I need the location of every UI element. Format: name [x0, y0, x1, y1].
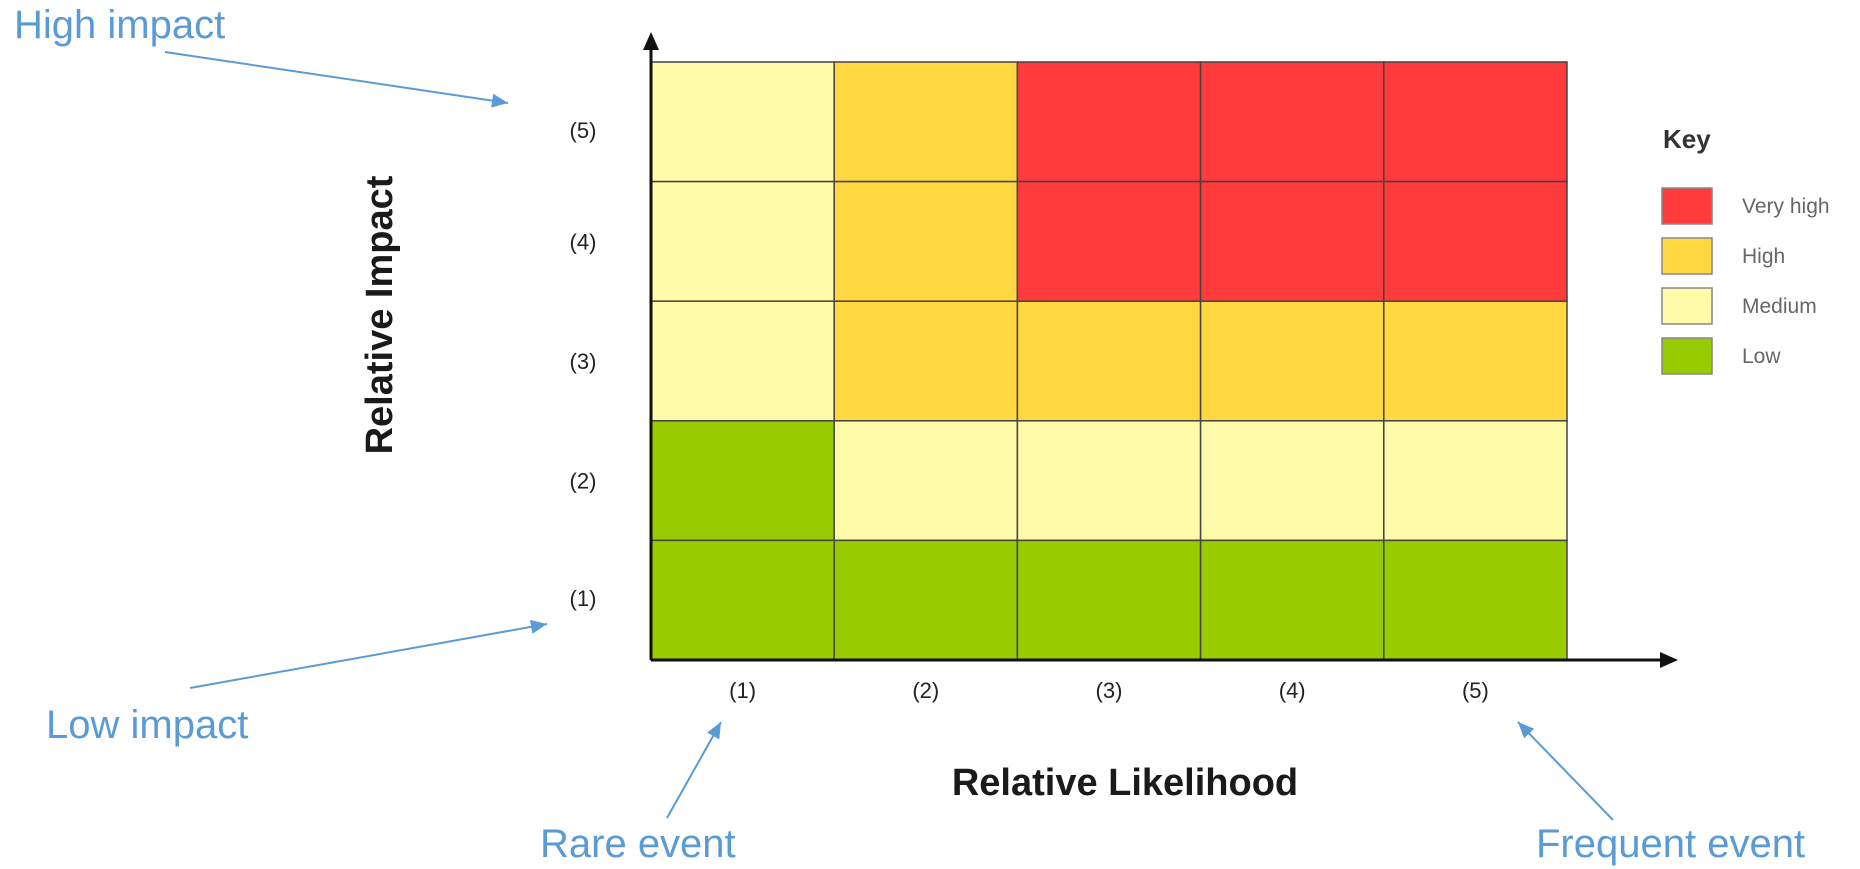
matrix-cell	[651, 421, 834, 541]
rare-event-arrow	[667, 722, 721, 818]
matrix-cell	[1201, 301, 1384, 421]
matrix-cell	[651, 301, 834, 421]
matrix-cell	[1201, 62, 1384, 182]
matrix-cell	[834, 540, 1017, 660]
high-impact-arrow	[165, 52, 508, 103]
matrix-cell	[834, 421, 1017, 541]
x-tick-label: (4)	[1279, 678, 1306, 703]
low-impact-label: Low impact	[46, 703, 248, 747]
legend-item-label: Medium	[1742, 295, 1817, 318]
rare-event-label: Rare event	[540, 822, 736, 866]
y-tick-label: (3)	[570, 349, 597, 374]
matrix-cell	[1384, 182, 1567, 302]
x-tick-label: (2)	[912, 678, 939, 703]
x-axis-arrowhead	[1660, 652, 1678, 668]
legend-swatch	[1662, 338, 1712, 374]
matrix-cell	[651, 540, 834, 660]
matrix-cell	[1384, 301, 1567, 421]
y-axis-title: Relative Impact	[359, 175, 401, 454]
legend-swatch	[1662, 288, 1712, 324]
matrix-cell	[1017, 182, 1200, 302]
matrix-cell	[834, 182, 1017, 302]
x-axis-title: Relative Likelihood	[952, 762, 1298, 804]
legend-title: Key	[1663, 124, 1711, 154]
y-tick-label: (2)	[570, 469, 597, 494]
matrix-cell	[1384, 540, 1567, 660]
matrix-cell	[651, 182, 834, 302]
matrix-cell	[1384, 421, 1567, 541]
legend-item-label: High	[1742, 245, 1785, 268]
y-axis-arrowhead	[643, 32, 659, 50]
legend-item-label: Low	[1742, 345, 1781, 368]
matrix-cell	[651, 62, 834, 182]
matrix-cell	[1017, 421, 1200, 541]
rare-event-arrow-head	[707, 722, 721, 739]
y-tick-label: (1)	[570, 586, 597, 611]
x-tick-label: (1)	[729, 678, 756, 703]
matrix-cell	[1017, 301, 1200, 421]
x-tick-label: (5)	[1462, 678, 1489, 703]
matrix-cell	[834, 62, 1017, 182]
matrix-cell	[1201, 540, 1384, 660]
matrix-cell	[1201, 421, 1384, 541]
legend-item-label: Very high	[1742, 195, 1830, 218]
matrix-cell	[1201, 182, 1384, 302]
y-tick-label: (5)	[570, 118, 597, 143]
legend: Key Very high High Medium Low	[1662, 124, 1830, 374]
matrix-cell	[1384, 62, 1567, 182]
frequent-event-label: Frequent event	[1536, 822, 1805, 866]
low-impact-arrow	[190, 624, 547, 688]
high-impact-arrow-head	[491, 94, 508, 108]
frequent-event-arrow	[1518, 722, 1613, 820]
matrix-cell	[834, 301, 1017, 421]
x-tick-label: (3)	[1096, 678, 1123, 703]
high-impact-label: High impact	[14, 3, 225, 47]
legend-swatch	[1662, 188, 1712, 224]
y-tick-label: (4)	[570, 229, 597, 254]
legend-swatch	[1662, 238, 1712, 274]
low-impact-arrow-head	[530, 620, 547, 634]
matrix-cell	[1017, 540, 1200, 660]
matrix-cell	[1017, 62, 1200, 182]
matrix-cells	[651, 62, 1567, 660]
